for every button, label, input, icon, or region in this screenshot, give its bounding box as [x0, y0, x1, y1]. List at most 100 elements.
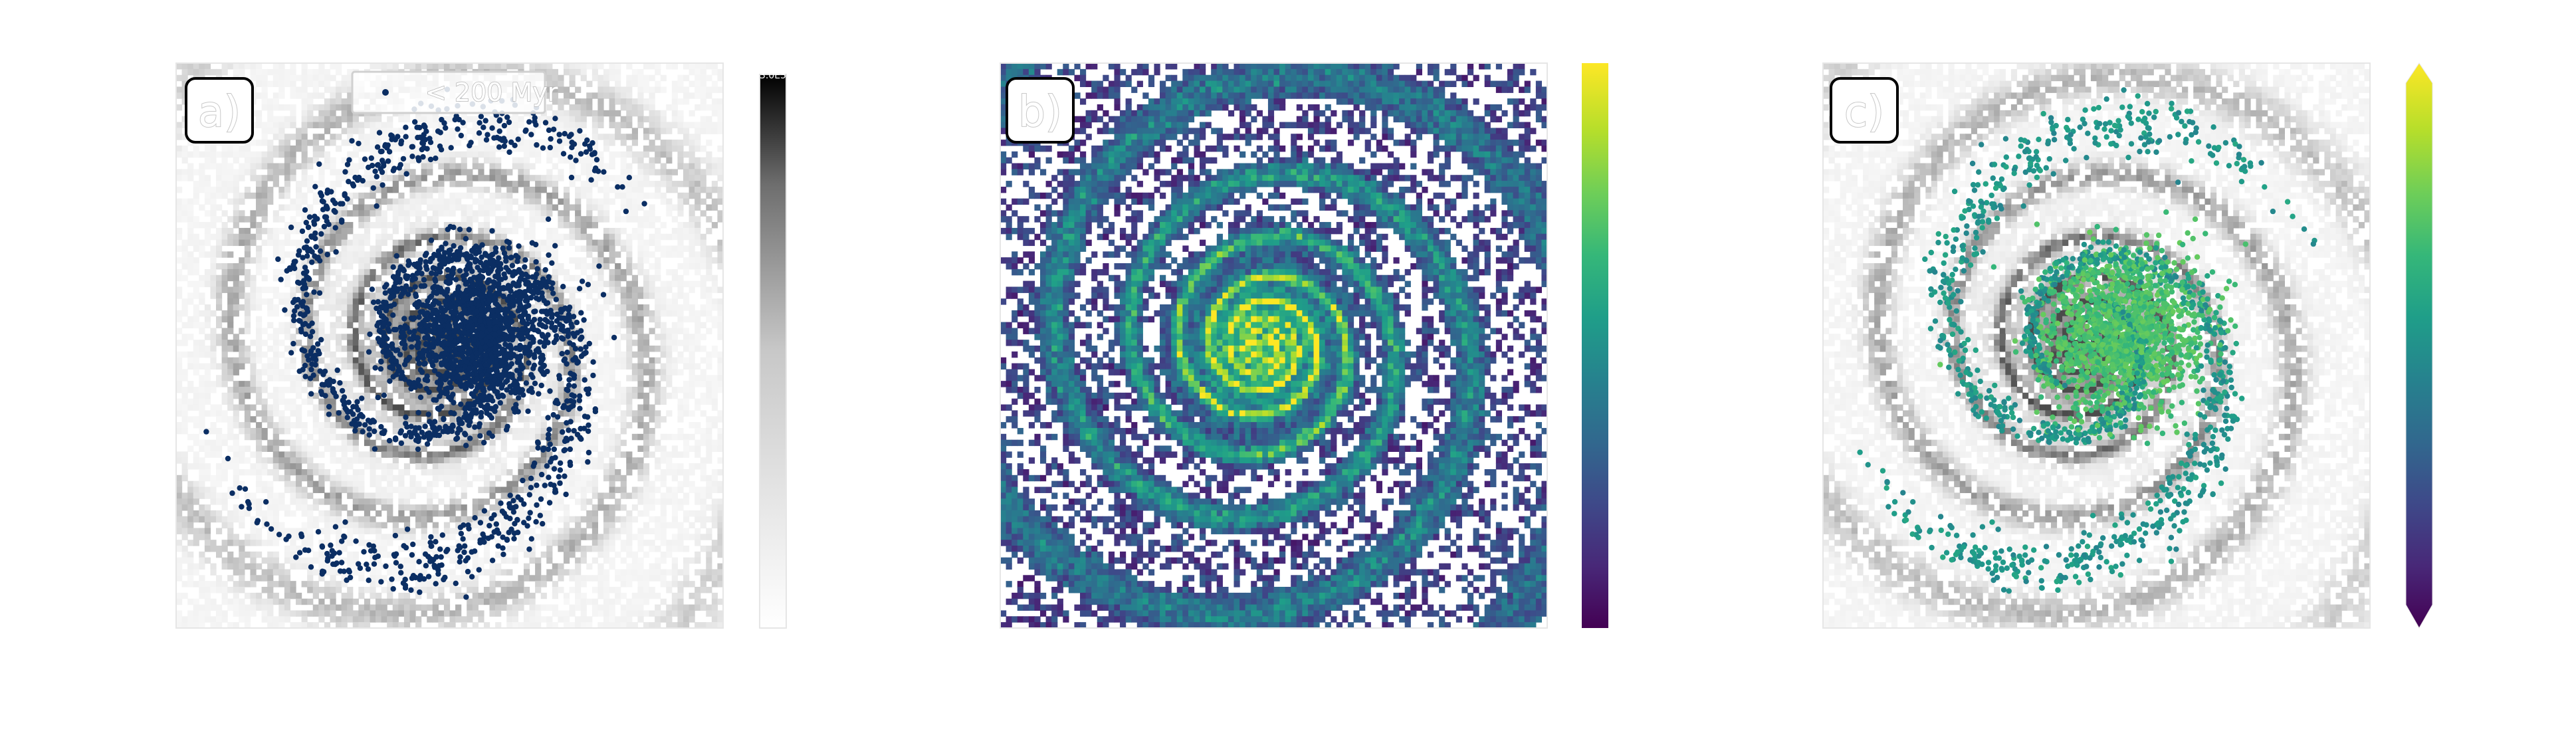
- heatmap-cell: [398, 192, 405, 199]
- heatmap-cell: [700, 322, 706, 329]
- heatmap-cell: [318, 263, 325, 270]
- heatmap-cell: [626, 63, 633, 70]
- heatmap-cell: [301, 122, 308, 128]
- heatmap-cell: [403, 463, 411, 470]
- heatmap-cell: [341, 381, 348, 387]
- heatmap-cell: [256, 486, 263, 493]
- heatmap-cell: [563, 469, 570, 476]
- heatmap-cell: [580, 110, 587, 117]
- heatmap-cell: [575, 140, 582, 146]
- heatmap-cell: [284, 404, 291, 411]
- heatmap-cell: [620, 322, 627, 329]
- heatmap-cell: [290, 422, 296, 429]
- heatmap-cell: [671, 169, 679, 175]
- heatmap-cell: [461, 222, 467, 229]
- heatmap-cell: [586, 381, 593, 387]
- heatmap-cell: [631, 316, 638, 323]
- heatmap-cell: [233, 268, 239, 276]
- heatmap-cell: [495, 251, 502, 258]
- heatmap-cell: [324, 439, 331, 447]
- heatmap-cell: [711, 375, 718, 381]
- heatmap-cell: [250, 233, 257, 241]
- heatmap-cell: [683, 392, 690, 399]
- heatmap-cell: [272, 210, 279, 217]
- heatmap-cell: [631, 80, 638, 88]
- heatmap-cell: [626, 386, 633, 393]
- heatmap-cell: [467, 427, 473, 435]
- heatmap-cell: [352, 363, 359, 370]
- heatmap-cell: [324, 68, 331, 76]
- heatmap-cell: [711, 439, 718, 447]
- heatmap-cell: [552, 392, 558, 399]
- heatmap-cell: [307, 210, 314, 217]
- heatmap-cell: [523, 375, 530, 381]
- heatmap-cell: [403, 198, 411, 205]
- heatmap-cell: [506, 186, 513, 193]
- heatmap-cell: [272, 439, 279, 447]
- heatmap-cell: [181, 404, 188, 411]
- heatmap-cell: [250, 140, 257, 146]
- heatmap-cell: [575, 151, 582, 158]
- heatmap-cell: [307, 116, 314, 123]
- heatmap-cell: [415, 186, 422, 193]
- heatmap-cell: [301, 175, 308, 181]
- heatmap-cell: [671, 116, 679, 123]
- heatmap-cell: [512, 322, 518, 329]
- heatmap-cell: [626, 457, 633, 464]
- heatmap-cell: [540, 216, 547, 223]
- heatmap-cell: [467, 181, 473, 187]
- heatmap-cell: [296, 204, 302, 211]
- heatmap-cell: [518, 310, 524, 317]
- heatmap-cell: [364, 263, 371, 270]
- heatmap-cell: [643, 74, 650, 82]
- heatmap-cell: [216, 186, 223, 193]
- heatmap-cell: [370, 322, 376, 329]
- heatmap-cell: [387, 145, 393, 152]
- heatmap-cell: [597, 239, 604, 247]
- heatmap-cell: [717, 445, 723, 452]
- heatmap-cell: [552, 239, 558, 247]
- heatmap-cell: [421, 198, 427, 205]
- heatmap-cell: [221, 463, 228, 470]
- heatmap-cell: [312, 392, 319, 399]
- heatmap-cell: [358, 233, 365, 241]
- heatmap-cell: [700, 257, 706, 264]
- heatmap-cell: [290, 198, 296, 205]
- heatmap-cell: [341, 86, 348, 93]
- heatmap-cell: [620, 286, 627, 293]
- heatmap-cell: [347, 304, 354, 311]
- heatmap-cell: [181, 375, 188, 381]
- heatmap-cell: [700, 86, 706, 93]
- heatmap-cell: [689, 122, 695, 128]
- heatmap-cell: [324, 140, 331, 146]
- heatmap-cell: [210, 233, 217, 241]
- heatmap-cell: [540, 486, 547, 493]
- heatmap-cell: [358, 316, 365, 323]
- heatmap-cell: [318, 398, 325, 405]
- heatmap-cell: [233, 433, 239, 441]
- heatmap-cell: [620, 169, 627, 175]
- heatmap-cell: [352, 233, 359, 241]
- heatmap-cell: [341, 257, 348, 264]
- heatmap-cell: [256, 198, 263, 205]
- heatmap-cell: [467, 463, 473, 470]
- heatmap-cell: [256, 451, 263, 458]
- heatmap-cell: [199, 68, 205, 76]
- heatmap-cell: [330, 169, 336, 175]
- heatmap-cell: [272, 286, 279, 293]
- heatmap-cell: [250, 492, 257, 499]
- heatmap-cell: [272, 375, 279, 381]
- heatmap-cell: [272, 475, 279, 482]
- heatmap-cell: [615, 351, 621, 358]
- heatmap-cell: [689, 239, 695, 247]
- heatmap-cell: [176, 198, 183, 205]
- heatmap-cell: [330, 134, 336, 140]
- heatmap-cell: [403, 439, 411, 447]
- heatmap-cell: [615, 328, 621, 334]
- heatmap-cell: [666, 375, 673, 381]
- heatmap-cell: [580, 104, 587, 111]
- heatmap-cell: [324, 492, 331, 499]
- heatmap-cell: [364, 328, 371, 334]
- heatmap-cell: [529, 198, 536, 205]
